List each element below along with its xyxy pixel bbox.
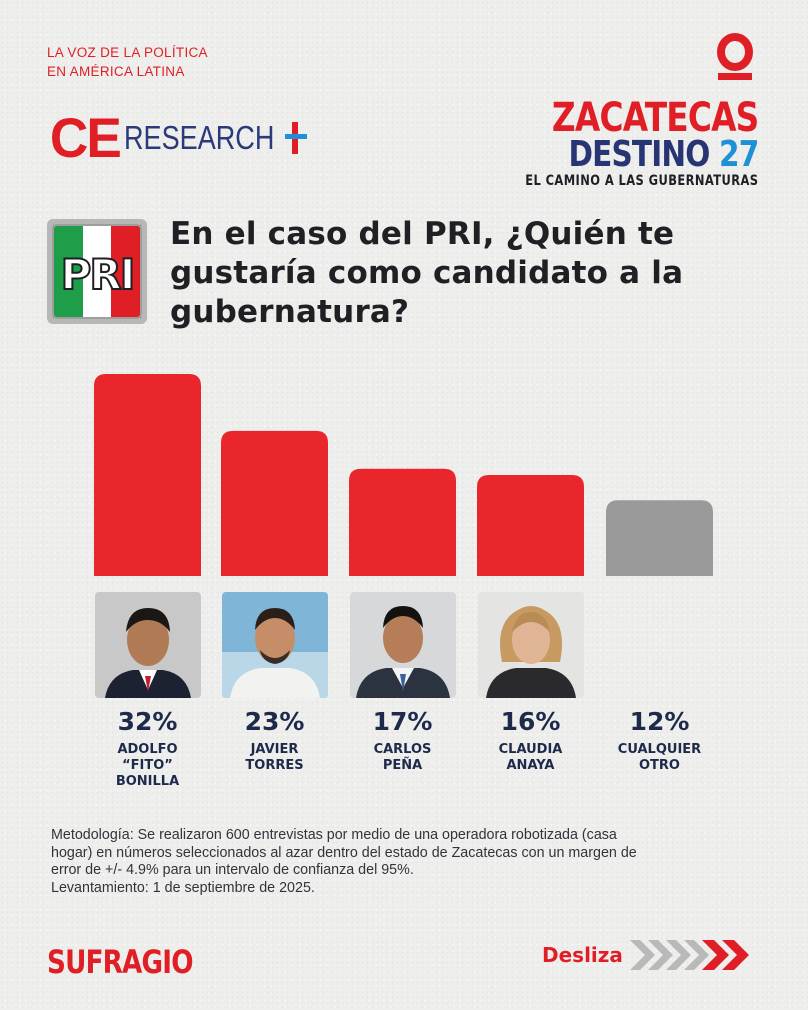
methodology-line: Metodología: Se realizaron 600 entrevist… bbox=[51, 827, 617, 843]
plus-icon bbox=[285, 122, 307, 154]
value-label: 32% bbox=[117, 707, 178, 736]
category-label-line: OTRO bbox=[639, 758, 680, 773]
category-label-line: JAVIER bbox=[250, 742, 299, 757]
category-label-line: ADOLFO bbox=[117, 742, 178, 757]
swipe-arrows-icon[interactable] bbox=[630, 934, 756, 976]
campaign-tagline: EL CAMINO A LAS GUBERNATURAS bbox=[524, 173, 758, 189]
bar-3 bbox=[349, 468, 456, 576]
category-label-line: PEÑA bbox=[382, 758, 423, 773]
question-title: En el caso del PRI, ¿Quién te gustaría c… bbox=[170, 216, 684, 330]
candidate-photo-pena bbox=[350, 592, 456, 698]
category-label-line: CARLOS bbox=[373, 742, 432, 757]
category-label: CARLOS PEÑA bbox=[333, 742, 473, 774]
candidate-photo-bonilla bbox=[95, 592, 201, 698]
ce-logo-mark: CE bbox=[49, 106, 122, 169]
category-label-line: “FITO” bbox=[122, 758, 173, 773]
category-label-line: CLAUDIA bbox=[498, 742, 563, 757]
campaign-number: 27 bbox=[718, 134, 759, 175]
bar-chart bbox=[94, 374, 713, 576]
category-label: CUALQUIER OTRO bbox=[590, 742, 730, 774]
sufragio-logo: SUFRAGIO bbox=[47, 943, 194, 981]
bar-2 bbox=[221, 430, 328, 576]
campaign-logo: ZACATECAS DESTINO 27 EL CAMINO A LAS GUB… bbox=[474, 95, 759, 190]
methodology-line: hogar) en números seleccionados al azar … bbox=[51, 844, 637, 861]
category-label: JAVIER TORRES bbox=[205, 742, 345, 774]
tagline-line-1: LA VOZ DE LA POLÍTICA bbox=[47, 45, 208, 60]
category-label-line: TORRES bbox=[245, 758, 304, 773]
value-label: 23% bbox=[244, 707, 305, 736]
ce-research-logo: CE RESEARCH bbox=[48, 106, 307, 169]
bar-5 bbox=[606, 500, 713, 576]
value-label: 17% bbox=[372, 707, 433, 736]
tagline: LA VOZ DE LA POLÍTICA EN AMÉRICA LATINA bbox=[47, 43, 208, 81]
category-label: CLAUDIA ANAYA bbox=[461, 742, 601, 774]
category-label-line: CUALQUIER bbox=[617, 742, 702, 757]
sufragio-mark-icon bbox=[717, 33, 753, 80]
pri-logo-text: PRI bbox=[61, 250, 134, 299]
bar-1 bbox=[94, 374, 201, 576]
methodology-note: Metodología: Se realizaron 600 entrevist… bbox=[51, 827, 763, 897]
methodology-line: error de +/- 4.9% para un intervalo de c… bbox=[51, 862, 414, 878]
campaign-word: DESTINO bbox=[567, 134, 710, 175]
category-label-line: ANAYA bbox=[506, 758, 555, 773]
bar-4 bbox=[477, 475, 584, 576]
pri-emblem-icon: PRI bbox=[52, 224, 142, 319]
swipe-label[interactable]: Desliza bbox=[542, 943, 623, 967]
candidate-photo-torres bbox=[222, 592, 328, 698]
campaign-title: ZACATECAS bbox=[551, 95, 758, 141]
methodology-line: Levantamiento: 1 de septiembre de 2025. bbox=[51, 879, 315, 896]
category-label-line: BONILLA bbox=[115, 774, 180, 789]
ce-logo-word: RESEARCH bbox=[123, 119, 275, 156]
category-label: ADOLFO “FITO” BONILLA bbox=[78, 742, 218, 790]
value-label: 12% bbox=[629, 707, 690, 736]
tagline-line-2: EN AMÉRICA LATINA bbox=[47, 64, 185, 79]
pri-party-logo: PRI bbox=[47, 219, 147, 324]
campaign-subtitle: DESTINO 27 bbox=[525, 137, 759, 173]
candidate-photo-anaya bbox=[478, 592, 584, 698]
value-label: 16% bbox=[500, 707, 561, 736]
